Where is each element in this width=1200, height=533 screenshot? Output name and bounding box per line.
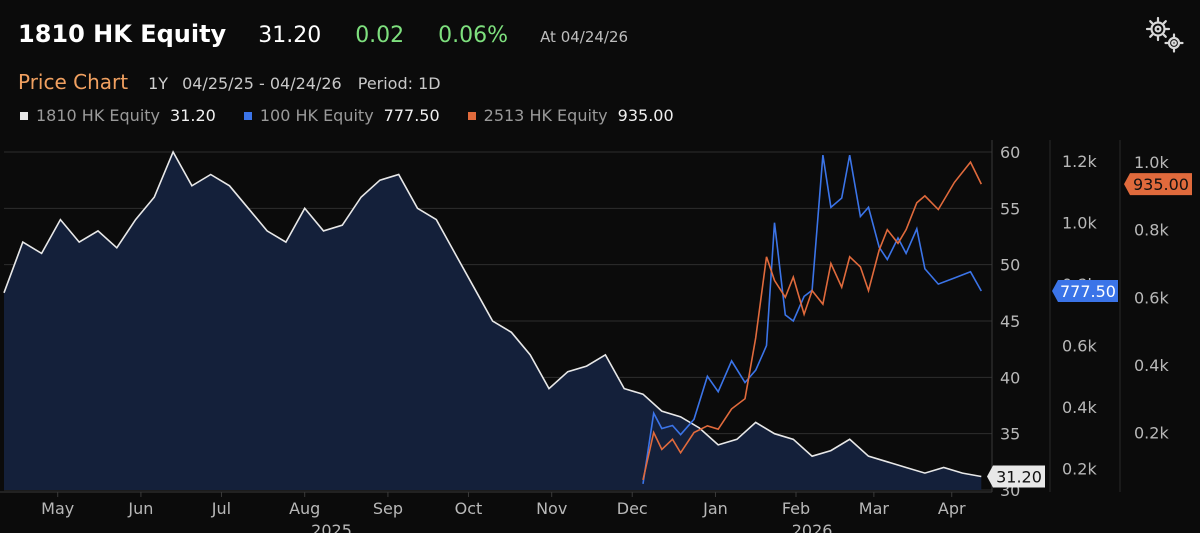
legend-item-1810[interactable]: 1810 HK Equity 31.20 xyxy=(20,106,216,125)
x-tick-label: Jun xyxy=(127,499,153,518)
y-tick-label-100: 0.6k xyxy=(1062,337,1097,356)
chart-legend: 1810 HK Equity 31.20 100 HK Equity 777.5… xyxy=(20,106,702,125)
x-tick-label: Feb xyxy=(782,499,810,518)
y-tick-label-1810: 55 xyxy=(1000,199,1020,218)
x-tick-label: Nov xyxy=(536,499,567,518)
price-change-pct: 0.06% xyxy=(438,23,509,48)
range-1y-button[interactable]: 1Y xyxy=(148,74,169,93)
as-of-date: At 04/24/26 xyxy=(540,28,629,46)
legend-item-100[interactable]: 100 HK Equity 777.50 xyxy=(243,106,440,125)
x-tick-label: May xyxy=(41,499,74,518)
legend-value: 777.50 xyxy=(383,106,440,125)
y-tick-label-2513: 1.0k xyxy=(1134,153,1169,172)
legend-swatch-1810 xyxy=(20,111,28,120)
legend-item-2513[interactable]: 2513 HK Equity 935.00 xyxy=(467,106,674,125)
last-price: 31.20 xyxy=(258,23,322,48)
y-tick-label-100: 0.2k xyxy=(1062,459,1097,478)
y-tick-label-100: 0.4k xyxy=(1062,398,1097,417)
last-value-2513: 935.00 xyxy=(1133,175,1189,194)
legend-value: 935.00 xyxy=(617,106,674,125)
y-tick-label-1810: 40 xyxy=(1000,368,1020,387)
legend-name: 100 HK Equity xyxy=(259,106,374,125)
legend-value: 31.20 xyxy=(170,106,216,125)
gear-icon[interactable] xyxy=(1144,14,1186,56)
ticker-title: 1810 HK Equity xyxy=(18,20,227,48)
x-tick-label: Jan xyxy=(702,499,728,518)
series-line-1810 xyxy=(3,150,982,478)
period-selector[interactable]: Period: 1D xyxy=(357,74,441,93)
last-value-100: 777.50 xyxy=(1060,282,1116,301)
x-tick-label: Mar xyxy=(859,499,890,518)
last-value-100-bg xyxy=(1052,280,1118,303)
last-value-1810-bg xyxy=(987,465,1045,488)
legend-swatch-100 xyxy=(243,111,252,120)
y-tick-label-2513: 0.4k xyxy=(1134,356,1169,375)
y-tick-label-1810: 60 xyxy=(1000,143,1020,162)
x-tick-label: Oct xyxy=(455,499,483,518)
x-year-label: 2025 xyxy=(311,521,352,533)
last-value-1810: 31.20 xyxy=(996,467,1042,486)
series-line-2513 xyxy=(642,160,983,481)
x-year-label: 2026 xyxy=(792,521,833,533)
date-range[interactable]: 04/25/25 - 04/24/26 xyxy=(182,74,342,93)
price-chart-title: Price Chart xyxy=(18,70,129,94)
x-tick-label: Dec xyxy=(617,499,648,518)
chart-subheader: Price Chart 1Y 04/25/25 - 04/24/26 Perio… xyxy=(18,70,441,94)
y-tick-label-100: 1.2k xyxy=(1062,152,1097,171)
legend-swatch-2513 xyxy=(467,111,476,120)
x-tick-label: Aug xyxy=(289,499,320,518)
price-change: 0.02 xyxy=(355,23,405,48)
y-tick-label-2513: 0.2k xyxy=(1134,424,1169,443)
y-tick-label-1810: 45 xyxy=(1000,312,1020,331)
legend-name: 1810 HK Equity xyxy=(36,106,161,125)
series-area-1810 xyxy=(4,152,982,490)
y-tick-label-1810: 50 xyxy=(1000,256,1020,275)
chart-header: 1810 HK Equity 31.20 0.02 0.06% At 04/24… xyxy=(18,20,628,52)
x-tick-label: Sep xyxy=(373,499,403,518)
x-tick-label: Apr xyxy=(938,499,966,518)
y-tick-label-2513: 0.6k xyxy=(1134,288,1169,307)
y-tick-label-100: 1.0k xyxy=(1062,214,1097,233)
x-tick-label: Jul xyxy=(211,499,231,518)
y-tick-label-1810: 35 xyxy=(1000,425,1020,444)
last-value-2513-bg xyxy=(1124,173,1192,196)
legend-name: 2513 HK Equity xyxy=(483,106,608,125)
y-tick-label-2513: 0.8k xyxy=(1134,221,1169,240)
